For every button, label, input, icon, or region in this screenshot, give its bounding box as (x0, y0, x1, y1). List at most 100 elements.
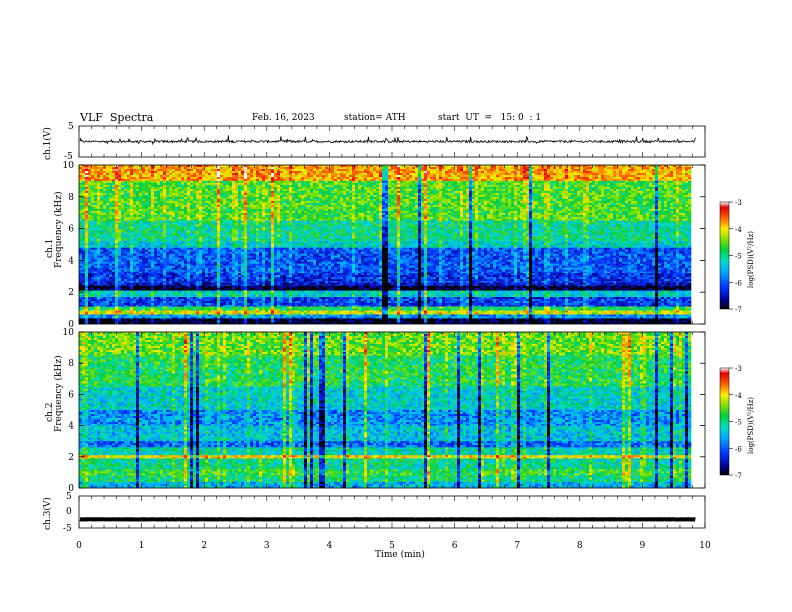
spectrogram-cell (223, 196, 227, 200)
spectrogram-cell (649, 169, 653, 172)
spectrogram-cell (625, 169, 629, 172)
spectrogram-cell (145, 180, 149, 184)
spectrogram-cell (199, 173, 203, 176)
spectrogram-cell (313, 177, 317, 180)
spectrogram-cell (193, 169, 197, 172)
spectrogram-cell (271, 188, 275, 192)
spectrogram-cell (406, 171, 410, 174)
spectrogram-cell (121, 206, 125, 210)
spectrogram-cell (337, 186, 341, 190)
spectrogram-cell (247, 167, 251, 170)
spectrogram-cell (136, 184, 140, 188)
spectrogram-cell (268, 190, 272, 194)
spectrogram-cell (238, 196, 242, 200)
spectrogram-cell (301, 177, 305, 180)
spectrogram-cell (292, 177, 296, 180)
spectrogram-cell (301, 184, 305, 188)
spectrogram-cell (490, 206, 494, 210)
spectrogram-cell (295, 192, 299, 196)
spectrogram-cell (280, 204, 284, 208)
spectrogram-cell (331, 202, 335, 206)
spectrogram-cell (571, 208, 575, 212)
spectrogram-cell (196, 204, 200, 208)
spectrogram-cell (613, 208, 617, 212)
spectrogram-cell (409, 210, 413, 214)
spectrogram-cell (271, 169, 275, 172)
spectrogram-cell (313, 175, 317, 178)
spectrogram-cell (370, 196, 374, 200)
spectrogram-cell (349, 173, 353, 176)
spectrogram-cell (262, 200, 266, 204)
spectrogram-cell (382, 177, 386, 180)
spectrogram-cell (292, 188, 296, 192)
spectrogram-cell (589, 196, 593, 200)
spectrogram-cell (658, 208, 662, 212)
spectrogram-cell (427, 202, 431, 206)
spectrogram-cell (160, 194, 164, 198)
spectrogram-cell (619, 188, 623, 192)
spectrogram-cell (640, 206, 644, 210)
spectrogram-cell (229, 165, 233, 168)
spectrogram-cell (148, 169, 152, 172)
spectrogram-cell (463, 190, 467, 194)
spectrogram-cell (205, 169, 209, 172)
spectrogram-cell (487, 190, 491, 194)
spectrogram-cell (247, 179, 251, 182)
spectrogram-cell (652, 200, 656, 204)
spectrogram-cell (310, 202, 314, 206)
spectrogram-cell (121, 188, 125, 192)
spectrogram-cell (466, 198, 470, 202)
spectrogram-cell (484, 196, 488, 200)
spectrogram-cell (136, 186, 140, 190)
spectrogram-cell (607, 184, 611, 188)
spectrogram-cell (157, 210, 161, 214)
spectrogram-cell (121, 182, 125, 186)
spectrogram-cell (307, 186, 311, 190)
spectrogram-cell (304, 169, 308, 172)
spectrogram-cell (286, 188, 290, 192)
spectrogram-cell (547, 180, 551, 184)
spectrogram-cell (670, 186, 674, 190)
spectrogram-cell (367, 182, 371, 186)
spectrogram-cell (253, 206, 257, 210)
spectrogram-cell (283, 210, 287, 214)
spectrogram-cell (649, 202, 653, 206)
spectrogram-cell (493, 196, 497, 200)
spectrogram-cell (97, 175, 101, 178)
spectrogram-cell (328, 188, 332, 192)
spectrogram-cell (229, 186, 233, 190)
spectrogram-cell (412, 192, 416, 196)
spectrogram-cell (358, 177, 362, 180)
spectrogram-cell (625, 177, 629, 180)
spectrogram-cell (604, 194, 608, 198)
spectrogram-cell (469, 192, 473, 196)
spectrogram-cell (439, 192, 443, 196)
spectrogram-cell (178, 175, 182, 178)
spectrogram-cell (388, 204, 392, 208)
spectrogram-cell (205, 188, 209, 192)
spectrogram-cell (223, 179, 227, 182)
spectrogram-cell (538, 184, 542, 188)
spectrogram-cell (568, 200, 572, 204)
spectrogram-cell (394, 182, 398, 186)
spectrogram-cell (265, 204, 269, 208)
spectrogram-cell (382, 194, 386, 198)
spectrogram-cell (424, 173, 428, 176)
spectrogram-cell (646, 180, 650, 184)
spectrogram-cell (688, 179, 692, 182)
spectrogram-cell (613, 169, 617, 172)
spectrogram-cell (607, 175, 611, 178)
spectrogram-cell (154, 208, 158, 212)
spectrogram-cell (682, 198, 686, 202)
spectrogram-cell (325, 177, 329, 180)
spectrogram-cell (541, 188, 545, 192)
spectrogram-cell (424, 202, 428, 206)
spectrogram-cell (232, 210, 236, 214)
spectrogram-cell (160, 182, 164, 186)
spectrogram-cell (367, 204, 371, 208)
spectrogram-cell (670, 165, 674, 168)
spectrogram-cell (583, 180, 587, 184)
spectrogram-cell (574, 188, 578, 192)
spectrogram-cell (358, 210, 362, 214)
spectrogram-cell (466, 173, 470, 176)
